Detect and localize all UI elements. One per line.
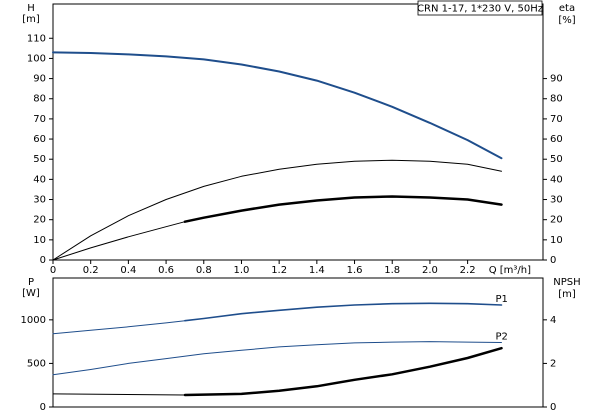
x-tick-label: 1.2 (271, 265, 287, 276)
y-tick-label: 110 (27, 33, 46, 44)
y-axis-label: P (28, 277, 34, 288)
x-tick-label: 1.4 (309, 265, 325, 276)
curve-label: P2 (496, 332, 508, 343)
y-axis-unit: [m] (22, 14, 40, 25)
x-tick-label: 1.0 (234, 265, 250, 276)
chart-title: CRN 1-17, 1*230 V, 50Hz (417, 4, 543, 15)
y2-tick-label: 70 (550, 114, 563, 125)
y2-tick-label: 60 (550, 134, 563, 145)
curve (52, 320, 186, 335)
y-tick-label: 50 (33, 154, 46, 165)
y-tick-label: 60 (33, 134, 46, 145)
x-tick-label: 1.8 (384, 265, 400, 276)
y2-tick-label: 90 (550, 74, 563, 85)
y-axis-unit: [W] (22, 288, 40, 299)
x-tick-label: 2.0 (422, 265, 438, 276)
y-tick-label: 10 (33, 235, 46, 246)
x-tick-label: 0.2 (83, 265, 99, 276)
y2-axis-unit: [%] (558, 15, 575, 26)
y2-tick-label: 0 (550, 255, 556, 266)
x-axis-label: Q [m³/h] (489, 265, 531, 276)
y2-tick-label: 2 (550, 358, 556, 369)
plot-frame (52, 277, 544, 408)
curve (52, 159, 502, 261)
y-tick-label: 0 (40, 402, 46, 413)
y2-tick-label: 30 (550, 195, 563, 206)
y-tick-label: 0 (40, 255, 46, 266)
y2-tick-label: 10 (550, 235, 563, 246)
title-box (417, 0, 543, 16)
plot-frame (52, 3, 544, 261)
y-axis-label: H (27, 3, 35, 14)
y-tick-label: 500 (27, 358, 46, 369)
y2-tick-label: 40 (550, 174, 563, 185)
y2-tick-label: 80 (550, 94, 563, 105)
y2-tick-label: 0 (550, 402, 556, 413)
y2-tick-label: 20 (550, 215, 563, 226)
x-tick-label: 2.2 (460, 265, 476, 276)
x-tick-label: 1.6 (347, 265, 363, 276)
y2-tick-label: 4 (550, 315, 556, 326)
y2-axis-label: NPSH (553, 277, 580, 288)
x-tick-label: 0 (50, 265, 56, 276)
x-tick-label: 0.8 (196, 265, 212, 276)
curve (183, 195, 503, 223)
curve (183, 346, 503, 397)
x-tick-label: 0.4 (120, 265, 136, 276)
y-tick-label: 100 (27, 53, 46, 64)
y-tick-label: 80 (33, 94, 46, 105)
y-tick-label: 1000 (21, 315, 46, 326)
y-tick-label: 70 (33, 114, 46, 125)
curve (52, 393, 186, 396)
y2-axis-unit: [m] (558, 289, 576, 300)
curve (184, 302, 503, 322)
y-tick-label: 90 (33, 74, 46, 85)
y2-axis-label: eta (559, 3, 575, 14)
x-tick-label: 0.6 (158, 265, 174, 276)
y2-tick-label: 50 (550, 154, 563, 165)
y-tick-label: 30 (33, 195, 46, 206)
y-tick-label: 20 (33, 215, 46, 226)
y-tick-label: 40 (33, 174, 46, 185)
curve-label: P1 (496, 294, 508, 305)
curve (52, 51, 503, 160)
curve (52, 221, 186, 261)
curve (52, 341, 502, 376)
